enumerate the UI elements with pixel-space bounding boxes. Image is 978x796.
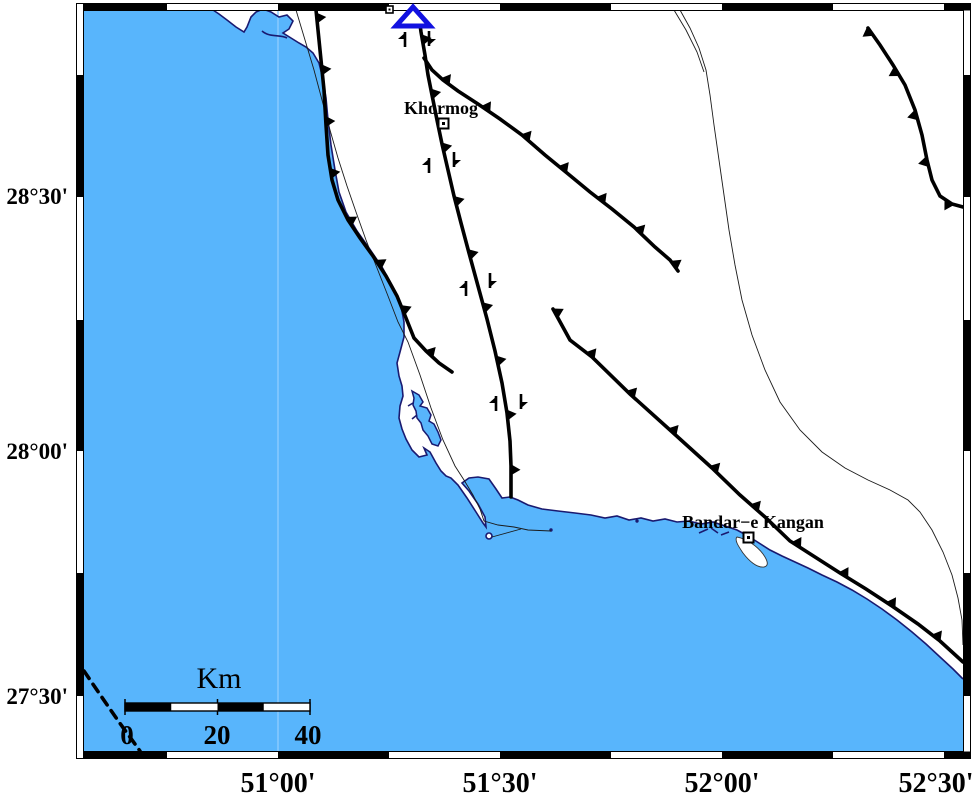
khormog-marker xyxy=(437,117,450,130)
thrust-tooth xyxy=(558,162,569,174)
thrust-tooth xyxy=(316,12,327,24)
thrust-tooth xyxy=(862,26,874,37)
thrust-tooth xyxy=(510,464,521,476)
axis-labels: 28°30' 28°00' 27°30' 51°00' 51°30' 52°00… xyxy=(6,184,973,796)
thrust-tooth xyxy=(931,630,942,642)
thrust-tooth xyxy=(430,88,442,100)
fault-coastal-west xyxy=(314,8,454,374)
lon-label-51-30: 51°30' xyxy=(463,768,538,796)
lagoon xyxy=(407,389,442,447)
slip-pair-3 xyxy=(459,273,497,296)
thin-lines xyxy=(295,9,964,646)
thrust-tooth xyxy=(888,66,900,77)
scale-bar: Km 0 20 40 xyxy=(120,662,321,750)
estuary-channel xyxy=(261,30,288,39)
thrust-tooth xyxy=(886,597,897,609)
thrust-tooth xyxy=(482,302,494,313)
scale-bar-label-40: 40 xyxy=(295,720,322,750)
thrust-tooth xyxy=(670,259,682,270)
thrust-tooth xyxy=(421,34,432,46)
scale-bar-label-0: 0 xyxy=(120,720,134,750)
map-frame xyxy=(76,3,971,759)
thrust-tooth xyxy=(750,500,761,512)
kangan-lagoon xyxy=(735,536,768,568)
lat-label-28-30: 28°30' xyxy=(6,184,68,209)
lon-label-51-00: 51°00' xyxy=(241,768,316,796)
thrust-tooth xyxy=(907,109,918,121)
thrust-tooth xyxy=(453,195,465,207)
thrust-tooth xyxy=(918,156,929,167)
thrust-tooth xyxy=(634,224,646,236)
thrust-tooth xyxy=(321,64,332,76)
thrust-tooth xyxy=(552,308,564,319)
thrust-tooth xyxy=(467,249,479,260)
shore-marks xyxy=(698,527,730,536)
thrust-tooth xyxy=(425,347,436,358)
thrust-tooth xyxy=(838,567,849,579)
slip-pair-2 xyxy=(422,152,461,173)
slip-pair-4 xyxy=(489,394,528,411)
thrust-tooth xyxy=(791,537,802,549)
thrust-tooth xyxy=(596,192,607,204)
thrust-tooth xyxy=(709,462,721,474)
fault-inferred-dashed xyxy=(82,669,142,753)
khormog-label: Khormog xyxy=(404,98,478,118)
thrust-tooth xyxy=(495,355,507,367)
road-west-spur xyxy=(491,528,522,538)
thrust-tooth xyxy=(586,348,597,360)
scale-bar-label-20: 20 xyxy=(204,720,231,750)
coastline xyxy=(212,8,964,680)
strike-slip-indicators xyxy=(398,31,528,411)
faults xyxy=(82,8,965,753)
lon-label-52-00: 52°00' xyxy=(685,768,760,796)
kangan-marker xyxy=(742,531,755,544)
thrust-tooth xyxy=(440,74,451,85)
lat-label-27-30: 27°30' xyxy=(6,684,68,709)
road-east xyxy=(679,9,964,646)
sea-area xyxy=(84,9,963,751)
thrust-tooth xyxy=(481,101,491,113)
thrust-tooth xyxy=(668,424,679,436)
slip-pair-1 xyxy=(398,31,436,47)
thrust-tooth xyxy=(400,305,412,316)
lat-label-28-00: 28°00' xyxy=(6,439,68,464)
fault-east xyxy=(866,26,965,209)
thrust-tooth xyxy=(521,130,532,142)
thrust-tooth xyxy=(626,387,638,399)
scale-bar-title: Km xyxy=(197,662,242,695)
thrust-tooth xyxy=(506,409,517,421)
thrust-tooth xyxy=(944,199,954,211)
road-west xyxy=(295,9,552,532)
thrust-tooth xyxy=(441,142,453,154)
thrust-tooth xyxy=(330,167,341,179)
town-marker-north xyxy=(385,5,394,14)
thrust-tooth xyxy=(375,259,387,270)
islands xyxy=(485,519,639,540)
station-triangle-icon xyxy=(390,3,436,29)
thrust-tooth xyxy=(346,216,358,227)
fault-kangan-coastal xyxy=(551,307,965,664)
road-east-second-lane xyxy=(673,9,705,73)
kangan-label: Bandar−e Kangan xyxy=(682,512,824,532)
lon-label-52-30: 52°30' xyxy=(899,768,974,796)
thrust-tooth xyxy=(325,116,336,128)
